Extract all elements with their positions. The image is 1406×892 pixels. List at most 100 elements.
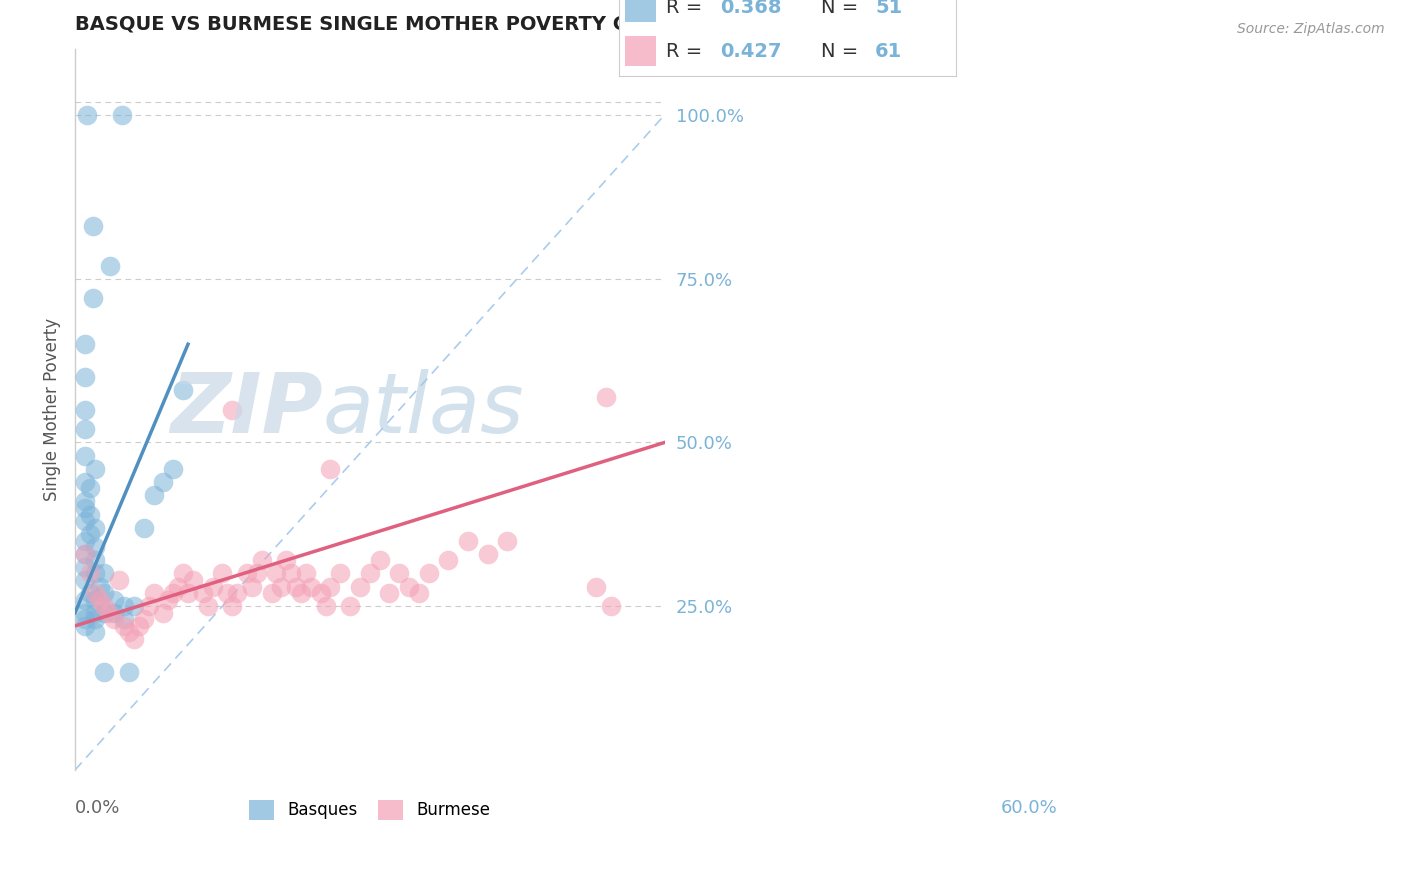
Point <box>142 488 165 502</box>
Point <box>122 599 145 614</box>
Point <box>496 533 519 548</box>
Point <box>172 383 194 397</box>
Point <box>477 547 499 561</box>
Point <box>89 592 111 607</box>
Text: atlas: atlas <box>322 369 524 450</box>
Point <box>221 599 243 614</box>
Point <box>73 560 96 574</box>
Point <box>359 566 381 581</box>
Point <box>83 606 105 620</box>
Point <box>599 599 621 614</box>
Point <box>270 580 292 594</box>
Point <box>83 566 105 581</box>
Point <box>585 580 607 594</box>
Point <box>73 533 96 548</box>
Point <box>388 566 411 581</box>
Point <box>290 586 312 600</box>
Point <box>398 580 420 594</box>
Point <box>266 566 288 581</box>
Point <box>73 619 96 633</box>
Point <box>73 402 96 417</box>
Point <box>437 553 460 567</box>
Point <box>276 553 298 567</box>
Point <box>250 553 273 567</box>
Point <box>73 422 96 436</box>
Point <box>260 586 283 600</box>
Point <box>191 586 214 600</box>
Point <box>103 612 125 626</box>
Point <box>315 599 337 614</box>
Point <box>73 494 96 508</box>
Y-axis label: Single Mother Poverty: Single Mother Poverty <box>44 318 60 501</box>
Point <box>378 586 401 600</box>
Text: 51: 51 <box>875 0 903 17</box>
Point <box>595 390 617 404</box>
Point <box>76 108 98 122</box>
Point <box>221 402 243 417</box>
Point <box>83 461 105 475</box>
Text: 0.0%: 0.0% <box>75 799 121 817</box>
FancyBboxPatch shape <box>626 37 655 67</box>
Text: R =: R = <box>666 42 709 61</box>
Point <box>82 219 104 234</box>
Point <box>73 514 96 528</box>
Text: 0.368: 0.368 <box>720 0 782 17</box>
Text: 61: 61 <box>875 42 903 61</box>
Point <box>408 586 430 600</box>
Point <box>162 461 184 475</box>
Point <box>181 573 204 587</box>
Point <box>111 108 134 122</box>
Point <box>112 599 135 614</box>
Point <box>226 586 249 600</box>
Point <box>152 606 174 620</box>
Point <box>319 461 342 475</box>
Point <box>83 612 105 626</box>
Point <box>211 566 233 581</box>
Point <box>83 625 105 640</box>
Point <box>128 619 150 633</box>
Point <box>73 337 96 351</box>
Point <box>162 586 184 600</box>
Point <box>339 599 361 614</box>
Point <box>152 475 174 489</box>
Text: BASQUE VS BURMESE SINGLE MOTHER POVERTY CORRELATION CHART: BASQUE VS BURMESE SINGLE MOTHER POVERTY … <box>75 15 846 34</box>
Text: 60.0%: 60.0% <box>1001 799 1057 817</box>
Point <box>368 553 391 567</box>
Point <box>280 566 302 581</box>
Point <box>118 665 141 679</box>
Point <box>83 586 105 600</box>
Point <box>73 370 96 384</box>
Point <box>118 625 141 640</box>
Legend: Basques, Burmese: Basques, Burmese <box>243 793 496 827</box>
Point <box>83 541 105 555</box>
Point <box>112 619 135 633</box>
Point <box>167 580 190 594</box>
Point <box>73 606 96 620</box>
Point <box>246 566 269 581</box>
Point <box>112 612 135 626</box>
Point <box>79 586 101 600</box>
Text: N =: N = <box>821 0 865 17</box>
Point <box>73 573 96 587</box>
Text: N =: N = <box>821 42 865 61</box>
Point <box>457 533 479 548</box>
Point <box>79 508 101 522</box>
Point <box>329 566 352 581</box>
Point <box>177 586 200 600</box>
Point <box>103 592 125 607</box>
Point <box>83 553 105 567</box>
Point <box>108 573 131 587</box>
Point <box>349 580 371 594</box>
Point <box>122 632 145 646</box>
Point <box>79 566 101 581</box>
Point <box>73 592 96 607</box>
Point <box>299 580 322 594</box>
Point <box>82 291 104 305</box>
Point <box>93 586 115 600</box>
Point <box>79 481 101 495</box>
Text: R =: R = <box>666 0 709 17</box>
Point <box>93 665 115 679</box>
Point <box>217 586 239 600</box>
Point <box>73 449 96 463</box>
Point <box>73 475 96 489</box>
